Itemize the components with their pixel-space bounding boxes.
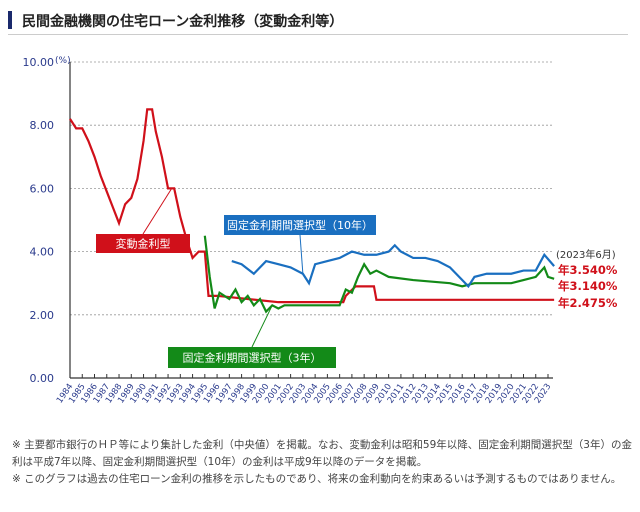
- end-value-label: 年2.475%: [558, 296, 618, 310]
- series-label-box: [224, 215, 376, 235]
- y-tick-label: 10.00: [23, 56, 55, 69]
- y-axis-unit: (%): [55, 56, 71, 66]
- y-tick-label: 0.00: [30, 372, 55, 385]
- end-value-label: 年3.540%: [558, 263, 618, 277]
- callout-leader: [299, 234, 304, 274]
- y-tick-label: 2.00: [30, 309, 55, 322]
- series-line: [231, 243, 555, 289]
- footnote: ※ 主要都市銀行のＨＰ等により集計した金利（中央値）を掲載。なお、変動金利は昭和…: [12, 439, 632, 468]
- date-note: (2023年6月): [556, 248, 616, 261]
- end-value-label: 年3.140%: [558, 279, 618, 293]
- y-tick-label: 6.00: [30, 182, 55, 195]
- series-line: [203, 235, 555, 314]
- y-tick-label: 4.00: [30, 246, 55, 259]
- footnote: ※ このグラフは過去の住宅ローン金利の推移を示したものであり、将来の金利動向を約…: [12, 473, 622, 485]
- y-tick-label: 8.00: [30, 119, 55, 132]
- callout-leader: [251, 305, 273, 348]
- series-label-box: [168, 347, 336, 368]
- series-label: 固定金利期間選択型（3年）: [183, 351, 322, 365]
- chart-title-bar: 民間金融機関の住宅ローン金利推移（変動金利等）: [8, 8, 628, 35]
- series-line: [69, 108, 555, 304]
- title-accent: [8, 11, 12, 29]
- series-label-box: [96, 234, 190, 253]
- callout-leader: [142, 188, 173, 235]
- page-title: 民間金融機関の住宅ローン金利推移（変動金利等）: [22, 14, 344, 30]
- footnotes: ※ 主要都市銀行のＨＰ等により集計した金利（中央値）を掲載。なお、変動金利は昭和…: [12, 437, 632, 488]
- series-label: 変動金利型: [116, 237, 171, 251]
- series-label: 固定金利期間選択型（10年）: [227, 218, 373, 232]
